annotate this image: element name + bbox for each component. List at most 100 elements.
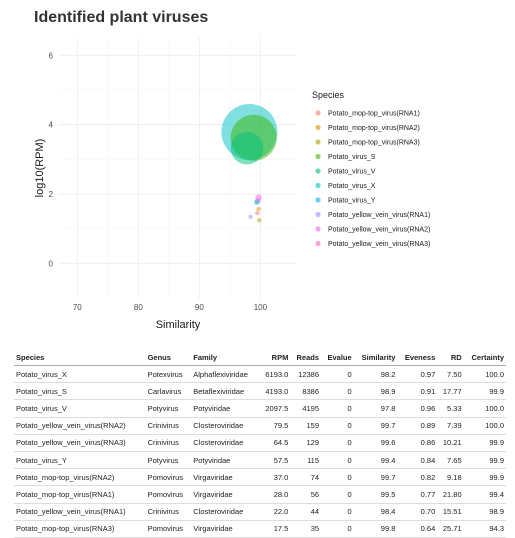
table-cell: 0.64 bbox=[397, 520, 438, 538]
column-header: Similarity bbox=[353, 349, 398, 366]
table-cell: Betaflexiviridae bbox=[191, 382, 260, 401]
table-cell: 21.80 bbox=[437, 485, 464, 504]
table-cell: 4195 bbox=[290, 399, 322, 418]
table-cell: 0.96 bbox=[397, 399, 438, 418]
table-cell: 0 bbox=[321, 365, 354, 384]
table-cell: 64.5 bbox=[259, 434, 291, 452]
table-cell: 22.0 bbox=[259, 503, 291, 521]
table-cell: 0 bbox=[321, 451, 354, 470]
data-point bbox=[256, 218, 262, 223]
table-cell: 115 bbox=[290, 451, 322, 470]
legend-swatch bbox=[315, 226, 321, 232]
table-cell: Virgaviridae bbox=[191, 485, 260, 504]
y-tick-label: 4 bbox=[49, 121, 54, 130]
legend-label: Potato_mop-top_virus(RNA1) bbox=[328, 111, 420, 118]
table-cell: 99.6 bbox=[353, 434, 398, 452]
table-row: Potato_yellow_vein_virus(RNA3) Crinivirus… bbox=[14, 434, 506, 452]
table-cell: Carlavirus bbox=[145, 382, 192, 401]
table-cell: 12386 bbox=[290, 365, 322, 384]
table-cell: 100.0 bbox=[463, 399, 506, 418]
table-cell: 99.8 bbox=[353, 520, 398, 538]
table-cell: 0 bbox=[321, 468, 354, 487]
legend-label: Potato_virus_S bbox=[328, 154, 376, 161]
table-cell: Potato_mop-top_virus(RNA1) bbox=[14, 485, 146, 504]
table-cell: Potato_virus_Y bbox=[14, 451, 146, 470]
y-tick-label: 6 bbox=[49, 51, 54, 60]
table-cell: 99.9 bbox=[463, 434, 506, 452]
legend-title: Species bbox=[312, 90, 345, 100]
x-tick-label: 100 bbox=[254, 303, 268, 312]
table-cell: 0 bbox=[321, 520, 354, 538]
table-cell: Potato_yellow_vein_virus(RNA3) bbox=[14, 434, 146, 452]
legend-swatch bbox=[315, 168, 321, 174]
table-cell: 0 bbox=[321, 434, 354, 452]
table-cell: 99.7 bbox=[353, 417, 398, 435]
data-point bbox=[248, 214, 253, 220]
table-cell: Potato_mop-top_virus(RNA2) bbox=[14, 468, 146, 487]
data-point bbox=[255, 210, 260, 216]
column-header: Family bbox=[191, 349, 260, 366]
table-cell: 0.77 bbox=[397, 485, 438, 504]
table-cell: 5.33 bbox=[437, 399, 464, 418]
table-cell: Potato_virus_V bbox=[14, 399, 146, 418]
table-row: Potato_virus_Y Potyvirus Potyviridae 57.5 11… bbox=[14, 451, 506, 470]
table-cell: Closteroviridae bbox=[191, 434, 260, 452]
table-row: Potato_mop-top_virus(RNA3) Pomovirus Virga… bbox=[14, 520, 506, 538]
column-header: RD bbox=[437, 349, 464, 366]
table-cell: Crinivirus bbox=[145, 434, 192, 452]
table-cell: 4193.0 bbox=[259, 382, 291, 401]
table-cell: 100.0 bbox=[463, 417, 506, 435]
legend-swatch bbox=[315, 182, 321, 189]
table-cell: Potato_yellow_vein_virus(RNA1) bbox=[14, 503, 146, 521]
data-point bbox=[256, 206, 261, 212]
scatter-plot: 70 80 90 100 0 2 4 6 Similarity log10(RPM) Species… bbox=[34, 38, 430, 331]
data-point bbox=[230, 131, 264, 165]
table-cell: Potyviridae bbox=[191, 399, 260, 418]
legend-label: Potato_mop-top_virus(RNA2) bbox=[328, 125, 420, 132]
plot-panel bbox=[59, 38, 297, 298]
legend-swatch bbox=[315, 139, 321, 145]
legend-label: Potato_virus_X bbox=[328, 183, 376, 190]
table-cell: Pomovirus bbox=[145, 520, 192, 538]
table-cell: 99.9 bbox=[463, 382, 506, 401]
table-cell: 129 bbox=[290, 434, 322, 452]
table-cell: 99.4 bbox=[353, 451, 398, 470]
legend-swatch bbox=[315, 197, 321, 203]
table-cell: Potyvirus bbox=[145, 399, 192, 418]
table-cell: 8386 bbox=[290, 382, 322, 401]
table-cell: 35 bbox=[290, 520, 322, 538]
table-cell: Virgaviridae bbox=[191, 468, 260, 487]
table-cell: Crinivirus bbox=[145, 503, 192, 521]
table-cell: Virgaviridae bbox=[191, 520, 260, 538]
table-cell: 0.82 bbox=[397, 468, 438, 487]
table-cell: 99.4 bbox=[463, 485, 506, 504]
table-row: Potato_virus_S Carlavirus Betaflexiviridae… bbox=[14, 382, 506, 401]
table-cell: 17.5 bbox=[259, 520, 291, 538]
table-cell: 9.18 bbox=[437, 468, 464, 487]
table-cell: Potato_mop-top_virus(RNA3) bbox=[14, 520, 146, 538]
table-cell: 74 bbox=[290, 468, 322, 487]
table-cell: 15.51 bbox=[437, 503, 464, 521]
page-title: Identified plant viruses bbox=[34, 9, 209, 26]
table-cell: Closteroviridae bbox=[191, 417, 260, 435]
table-cell: 56 bbox=[290, 485, 322, 504]
table-cell: 99.9 bbox=[463, 468, 506, 487]
table-cell: 0.97 bbox=[397, 365, 438, 384]
table-cell: 7.39 bbox=[437, 417, 464, 435]
table-cell: Potato_virus_X bbox=[14, 365, 146, 384]
table-cell: 0 bbox=[321, 399, 354, 418]
table-cell: 0 bbox=[321, 382, 354, 401]
table-cell: Potyvirus bbox=[145, 451, 192, 470]
table-cell: Potato_virus_S bbox=[14, 382, 146, 401]
table-cell: Closteroviridae bbox=[191, 503, 260, 521]
legend-swatch bbox=[315, 110, 321, 116]
table-cell: 25.71 bbox=[437, 520, 464, 538]
table-row: Potato_mop-top_virus(RNA1) Pomovirus Virga… bbox=[14, 485, 506, 504]
table-cell: 2097.5 bbox=[259, 399, 291, 418]
table-cell: Pomovirus bbox=[145, 468, 192, 487]
legend-label: Potato_yellow_vein_virus(RNA3) bbox=[328, 241, 430, 248]
table-cell: 0.89 bbox=[397, 417, 438, 435]
table-body: Potato_virus_X Potexvirus Alphaflexivirida… bbox=[14, 365, 506, 538]
table-cell: Potato_yellow_vein_virus(RNA2) bbox=[14, 417, 146, 435]
table-cell: 0 bbox=[321, 485, 354, 504]
